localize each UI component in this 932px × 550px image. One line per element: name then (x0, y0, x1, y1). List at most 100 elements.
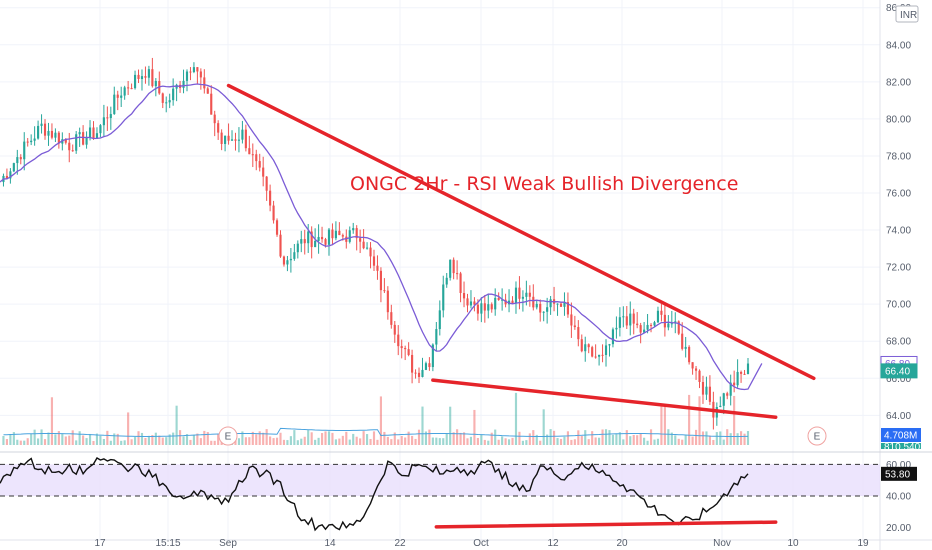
candle-body (102, 117, 105, 126)
candle-body (625, 316, 628, 326)
volume-bar (424, 431, 428, 445)
candle-body (400, 346, 403, 349)
volume-bar (404, 437, 407, 445)
volume-bar (255, 434, 258, 445)
volume-bar (109, 440, 112, 445)
candle-body (372, 256, 376, 266)
candle-body (677, 321, 680, 334)
volume-bar (598, 437, 601, 445)
candle-body (636, 323, 639, 326)
candle-body (352, 228, 355, 231)
volume-bar (421, 406, 424, 445)
candle-body (639, 325, 642, 333)
volume-bar (466, 438, 469, 445)
candle-body (341, 235, 344, 237)
volume-bar (445, 433, 448, 445)
candle-body (113, 94, 116, 115)
candle-body (248, 148, 251, 155)
volume-bar (535, 434, 538, 445)
volume-bar (286, 440, 289, 445)
candle-body (282, 256, 286, 265)
volume-bar (514, 392, 518, 445)
volume-bar (473, 409, 476, 445)
volume-bar (320, 433, 324, 445)
candle-body (320, 236, 324, 240)
volume-bar (258, 431, 261, 445)
volume-bar (708, 435, 711, 445)
candle-body (92, 127, 95, 139)
earnings-marker-icon (807, 426, 827, 446)
candle-body (85, 137, 88, 145)
volume-bar (701, 431, 705, 445)
volume-bar (705, 431, 708, 445)
volume-bar (175, 405, 178, 445)
time-tick-label: 20 (616, 538, 628, 549)
volume-bar (43, 439, 47, 445)
volume-bar (147, 435, 150, 445)
volume-bar (314, 439, 317, 445)
volume-bar (289, 436, 292, 445)
volume-bar (95, 433, 99, 445)
volume-bar (452, 432, 455, 445)
volume-bar (584, 430, 587, 445)
candle-body (30, 140, 33, 143)
volume-bar (556, 438, 559, 445)
candle-body (456, 273, 459, 275)
volume-bar (241, 431, 244, 445)
candle-body (314, 240, 317, 248)
volume-bar (324, 431, 327, 445)
candle-body (653, 322, 656, 326)
volume-bar (542, 409, 545, 445)
candle-body (701, 381, 705, 395)
candle-body (573, 325, 576, 328)
candle-body (580, 339, 583, 352)
price-tick-label: 74.00 (886, 226, 911, 237)
candle-body (667, 323, 670, 328)
volume-tag-box-partial (881, 443, 921, 449)
candle-body (293, 252, 296, 259)
earnings-marker-label: E (814, 432, 821, 443)
candle-body (19, 157, 22, 160)
chart-annotation-title: ONGC 2Hr - RSI Weak Bullish Divergence (350, 173, 738, 195)
volume-bar (123, 440, 126, 445)
candle-body (199, 71, 202, 78)
volume-bar (476, 438, 479, 445)
currency-badge[interactable]: INR (895, 5, 919, 23)
candle-body (33, 138, 36, 141)
candle-body (151, 69, 154, 87)
volume-bar (182, 436, 185, 445)
candle-body (462, 293, 466, 299)
volume-bar (30, 433, 33, 445)
candle-body (577, 327, 580, 340)
volume-bar (539, 440, 542, 445)
time-tick-label: 15:15 (155, 538, 180, 549)
volume-bar (279, 432, 282, 445)
candle-body (480, 303, 483, 314)
candle-body (310, 231, 313, 248)
candle-body (646, 324, 649, 330)
candle-body (570, 314, 573, 326)
price-tick-label: 82.00 (886, 77, 911, 88)
candle-body (691, 362, 694, 369)
candle-body (269, 190, 272, 206)
candle-body (476, 304, 479, 314)
candle-body (75, 134, 78, 151)
volume-bar (629, 436, 632, 445)
volume-bar (504, 438, 507, 445)
volume-bar (490, 432, 493, 445)
volume-bar (203, 430, 206, 445)
volume-bar (386, 436, 389, 445)
candle-body (227, 135, 230, 141)
candle-body (116, 94, 119, 98)
volume-bar (262, 432, 265, 445)
volume-bar (248, 437, 251, 445)
rsi-divergence-line (434, 520, 778, 529)
candle-body (272, 205, 275, 221)
candle-body (359, 238, 362, 242)
volume-bar (528, 433, 531, 445)
volume-bar (85, 438, 88, 445)
candle-body (123, 87, 126, 96)
volume-bar (431, 437, 434, 445)
